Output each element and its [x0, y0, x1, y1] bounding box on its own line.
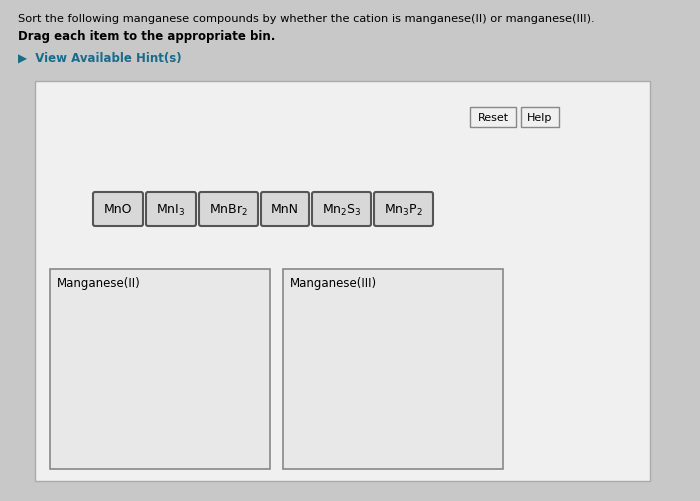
Text: Reset: Reset	[477, 113, 509, 123]
Text: MnO: MnO	[104, 203, 132, 216]
FancyBboxPatch shape	[470, 108, 516, 128]
FancyBboxPatch shape	[50, 270, 270, 469]
Text: MnBr$_2$: MnBr$_2$	[209, 202, 248, 217]
Text: MnN: MnN	[271, 203, 299, 216]
Text: Mn$_2$S$_3$: Mn$_2$S$_3$	[322, 202, 361, 217]
Text: Mn$_3$P$_2$: Mn$_3$P$_2$	[384, 202, 423, 217]
Text: Help: Help	[527, 113, 553, 123]
Text: Sort the following manganese compounds by whether the cation is manganese(II) or: Sort the following manganese compounds b…	[18, 14, 594, 24]
FancyBboxPatch shape	[146, 192, 196, 226]
FancyBboxPatch shape	[521, 108, 559, 128]
FancyBboxPatch shape	[312, 192, 371, 226]
FancyBboxPatch shape	[261, 192, 309, 226]
Text: Manganese(II): Manganese(II)	[57, 277, 141, 290]
FancyBboxPatch shape	[93, 192, 143, 226]
FancyBboxPatch shape	[374, 192, 433, 226]
FancyBboxPatch shape	[283, 270, 503, 469]
FancyBboxPatch shape	[35, 82, 650, 481]
Text: ▶  View Available Hint(s): ▶ View Available Hint(s)	[18, 52, 181, 65]
Text: Manganese(III): Manganese(III)	[290, 277, 377, 290]
Text: Drag each item to the appropriate bin.: Drag each item to the appropriate bin.	[18, 30, 275, 43]
Text: MnI$_3$: MnI$_3$	[156, 202, 186, 217]
FancyBboxPatch shape	[199, 192, 258, 226]
